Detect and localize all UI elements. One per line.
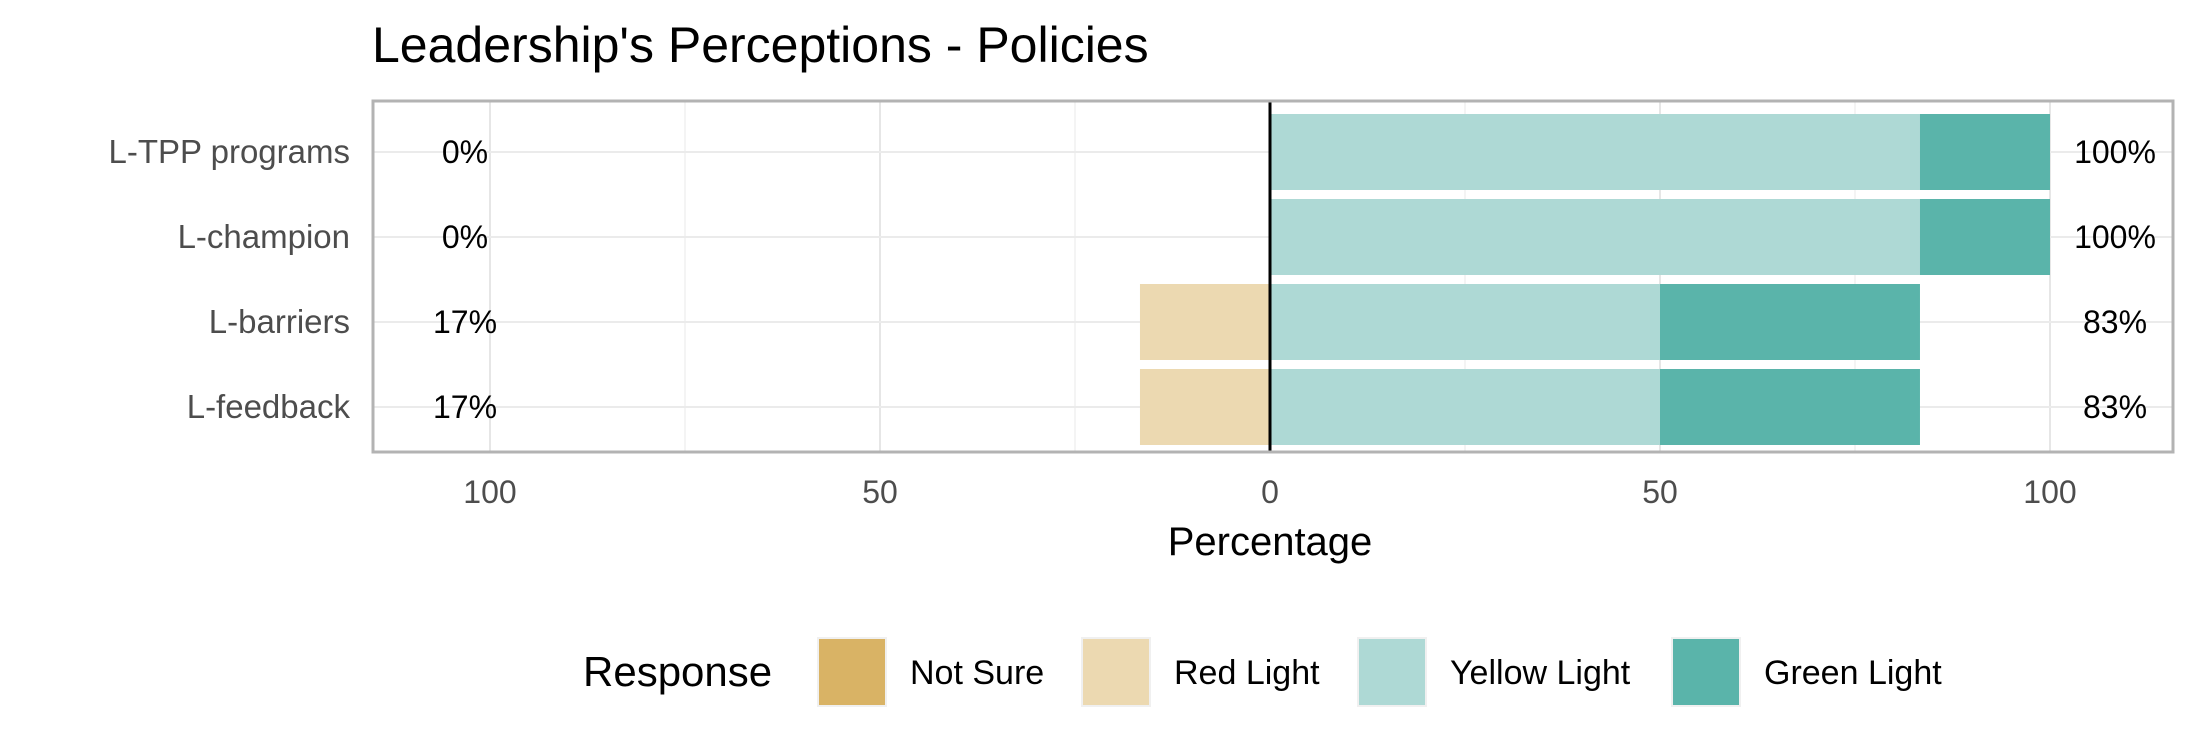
x-tick-label: 0 xyxy=(1261,474,1279,510)
legend-key xyxy=(1671,637,1741,707)
bar-yellow-light xyxy=(1270,369,1660,445)
x-tick-label: 100 xyxy=(463,474,516,510)
legend-item: Not Sure xyxy=(817,637,1044,707)
legend-items: Not Sure Red Light Yellow Light Green Light xyxy=(817,637,1942,707)
bar-green-light xyxy=(1660,284,1920,360)
bars xyxy=(1139,114,2050,445)
bar-yellow-light xyxy=(1270,199,1920,275)
category-label: L-barriers xyxy=(209,303,350,340)
category-label: L-champion xyxy=(178,218,350,255)
x-axis-title: Percentage xyxy=(1168,520,1373,564)
percent-labels: 0% 100% 0% 100% 17% 83% 17% 83% xyxy=(433,134,2156,425)
right-percent-label: 100% xyxy=(2074,219,2156,255)
legend-item: Green Light xyxy=(1671,637,1942,707)
left-percent-label: 0% xyxy=(442,134,488,170)
legend-key xyxy=(817,637,887,707)
chart-title: Leadership's Perceptions - Policies xyxy=(372,17,1149,73)
right-percent-label: 100% xyxy=(2074,134,2156,170)
right-percent-label: 83% xyxy=(2083,389,2147,425)
panel-border xyxy=(371,99,2175,454)
bar-yellow-light xyxy=(1270,284,1660,360)
bar-green-light xyxy=(1919,199,2050,275)
bar-red-light xyxy=(1139,284,1270,360)
legend-item: Yellow Light xyxy=(1357,637,1631,707)
category-labels: L-TPP programs L-champion L-barriers L-feed… xyxy=(109,133,351,425)
right-percent-label: 83% xyxy=(2083,304,2147,340)
legend-key xyxy=(1081,637,1151,707)
bar-green-light xyxy=(1660,369,1920,445)
left-percent-label: 17% xyxy=(433,389,497,425)
x-axis-ticks: 100 50 0 50 100 xyxy=(463,474,2076,510)
legend: Response Not Sure Red Light Yellow Light Gr… xyxy=(583,637,1942,707)
legend-label: Green Light xyxy=(1764,654,1942,692)
bar-red-light xyxy=(1139,369,1270,445)
legend-label: Yellow Light xyxy=(1450,654,1631,692)
legend-title: Response xyxy=(583,648,772,695)
category-label: L-TPP programs xyxy=(109,133,350,170)
x-tick-label: 100 xyxy=(2023,474,2076,510)
legend-label: Not Sure xyxy=(910,654,1044,692)
category-label: L-feedback xyxy=(187,388,351,425)
left-percent-label: 0% xyxy=(442,219,488,255)
legend-label: Red Light xyxy=(1174,654,1320,692)
bar-yellow-light xyxy=(1270,114,1920,190)
bar-green-light xyxy=(1919,114,2050,190)
legend-key xyxy=(1357,637,1427,707)
left-percent-label: 17% xyxy=(433,304,497,340)
x-tick-label: 50 xyxy=(1642,474,1678,510)
legend-item: Red Light xyxy=(1081,637,1320,707)
x-tick-label: 50 xyxy=(862,474,898,510)
